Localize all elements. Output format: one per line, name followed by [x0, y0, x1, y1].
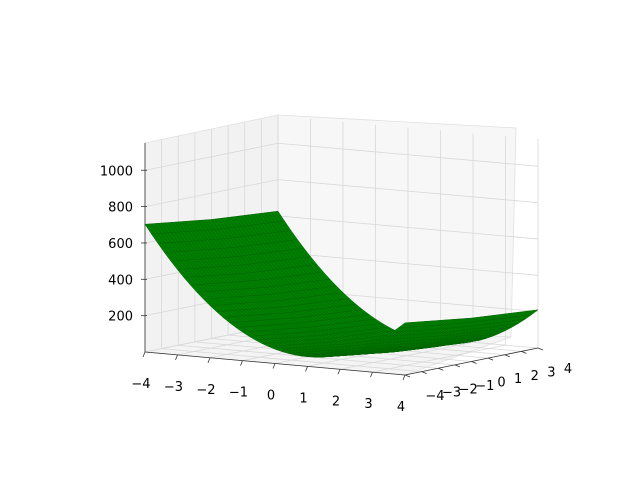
z-tick-label: 1000: [100, 164, 133, 179]
x-tick-label: −3: [164, 380, 183, 395]
x-tick-label: −1: [229, 386, 248, 401]
grid-z: [144, 179, 539, 208]
y-tick-label: 1: [514, 372, 522, 387]
x-tick-label: 3: [364, 397, 372, 412]
y-tick-mark: [504, 354, 510, 358]
x-tick-mark: [272, 363, 276, 369]
y-tick-mark: [454, 364, 461, 368]
x-tick-mark: [337, 369, 341, 375]
y-tick-mark: [421, 371, 427, 374]
x-tick-label: −4: [131, 377, 150, 392]
x-tick-label: 0: [267, 389, 275, 404]
x-tick-mark: [207, 357, 211, 363]
grid-y-floor: [161, 348, 422, 373]
surface-facet: [397, 322, 410, 329]
z-tick-label: 800: [108, 201, 133, 216]
y-tick-label: −3: [442, 386, 461, 401]
x-tick-mark: [305, 366, 308, 372]
y-tick-label: 3: [547, 365, 555, 380]
x-tick-mark: [402, 374, 406, 381]
z-tick-label: 400: [108, 273, 133, 288]
y-tick-label: 2: [531, 369, 539, 384]
y-tick-mark: [404, 374, 411, 378]
z-tick-label: 200: [108, 310, 133, 325]
surface-mesh: [144, 210, 539, 358]
x-tick-mark: [175, 354, 178, 361]
x-tick-label: 2: [332, 394, 340, 409]
z-tick-label: 600: [108, 237, 133, 252]
x-tick-mark: [142, 351, 146, 358]
y-tick-mark: [487, 357, 494, 361]
y-tick-mark: [537, 347, 544, 351]
y-tick-mark: [521, 351, 527, 354]
x-tick-mark: [370, 371, 373, 378]
y-tick-label: 0: [497, 376, 505, 391]
y-tick-label: −4: [425, 389, 444, 404]
y-tick-label: −1: [475, 379, 494, 394]
x-tick-label: −2: [196, 383, 215, 398]
x-tick-label: 4: [397, 400, 405, 415]
y-tick-mark: [438, 367, 444, 371]
grid-z: [144, 142, 539, 171]
x-tick-label: 1: [299, 391, 307, 406]
y-tick-label: 4: [564, 362, 572, 377]
x-tick-mark: [240, 360, 243, 366]
y-tick-mark: [471, 361, 477, 364]
y-tick-label: −2: [459, 382, 478, 397]
